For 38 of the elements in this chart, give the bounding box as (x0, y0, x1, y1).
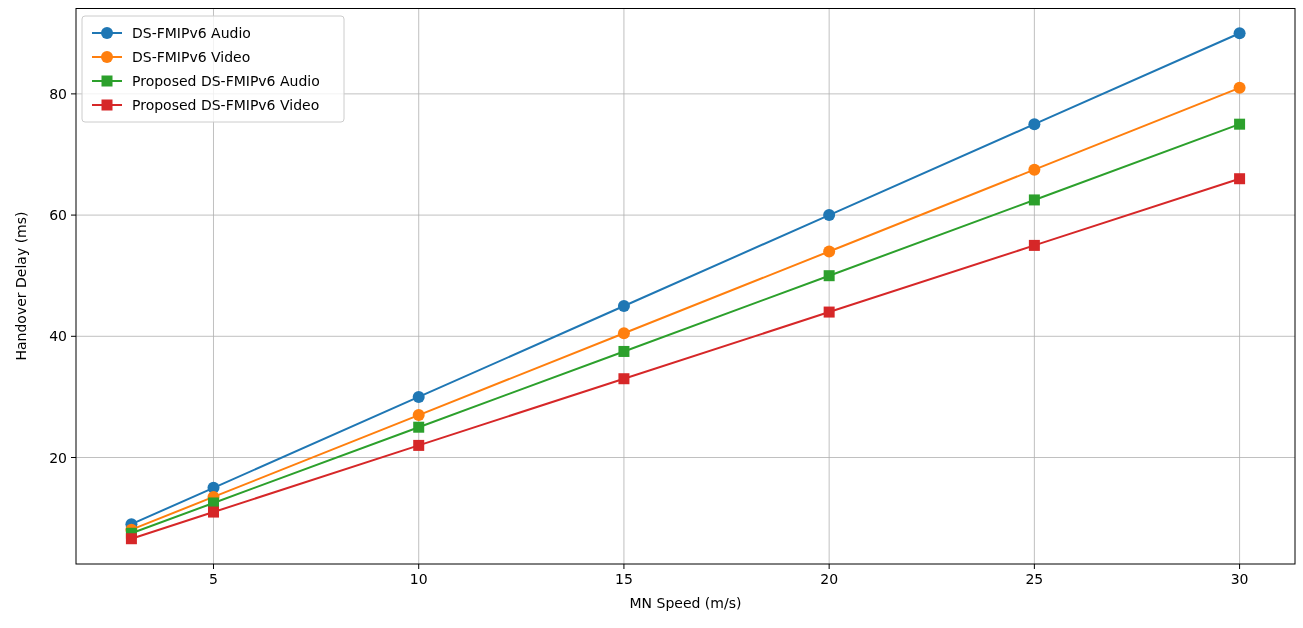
point (412, 390, 425, 403)
point (1028, 194, 1040, 206)
point (823, 209, 836, 222)
y-tick-label: 80 (49, 85, 67, 102)
legend-label: Proposed DS-FMIPv6 Video (132, 97, 320, 113)
point (1233, 27, 1246, 40)
point (1233, 81, 1246, 94)
x-axis-title: MN Speed (m/s) (629, 595, 742, 611)
y-tick-label: 60 (49, 207, 67, 224)
x-tick-label: 20 (820, 571, 839, 587)
point (412, 409, 425, 422)
point (823, 306, 835, 318)
point (1234, 173, 1246, 185)
point (1028, 118, 1041, 131)
legend-label: DS-FMIPv6 Audio (132, 25, 251, 41)
y-axis-title: Handover Delay (ms) (13, 211, 29, 361)
x-tick-label: 30 (1230, 571, 1249, 587)
x-tick-label: 10 (409, 571, 428, 587)
point (618, 345, 630, 357)
x-tick-label: 5 (209, 571, 218, 587)
point (617, 300, 630, 312)
point (1234, 118, 1246, 130)
point (208, 506, 219, 518)
point (617, 327, 630, 340)
x-tick-label: 25 (1025, 571, 1044, 587)
point (823, 270, 835, 282)
point (125, 533, 137, 545)
point (823, 245, 836, 258)
legend-label: DS-FMIPv6 Video (132, 49, 251, 65)
point (618, 373, 630, 385)
x-tick-label: 15 (615, 571, 633, 587)
legend-label: Proposed DS-FMIPv6 Audio (132, 73, 320, 89)
y-tick-label: 20 (49, 449, 67, 466)
point (413, 439, 425, 451)
point (1028, 239, 1040, 251)
point (413, 421, 425, 433)
point (1028, 163, 1041, 176)
y-tick-label: 40 (49, 328, 67, 345)
